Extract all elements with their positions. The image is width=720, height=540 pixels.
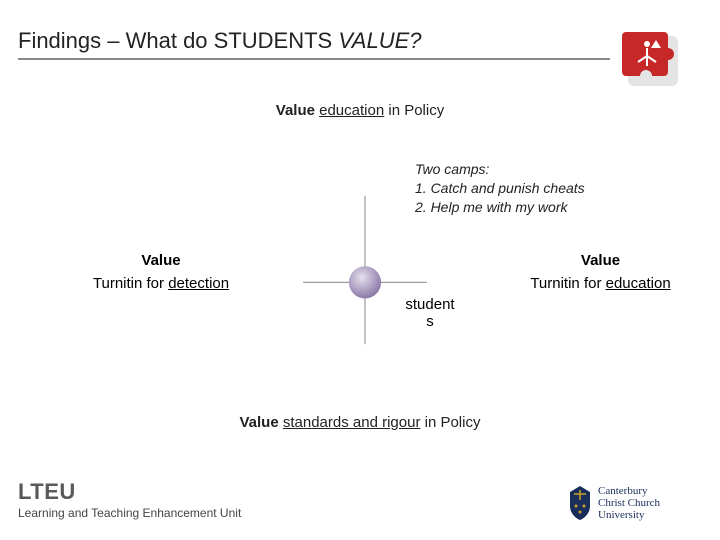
students-label: student s bbox=[400, 297, 460, 330]
left-axis-label: Value Turnitin for detection bbox=[66, 250, 256, 295]
right-text-a: Turnitin for bbox=[530, 275, 605, 292]
bottom-rest: in Policy bbox=[420, 414, 480, 431]
puzzle-icon bbox=[620, 26, 684, 90]
right-value: Value bbox=[498, 250, 703, 273]
puzzle-glyph-circle bbox=[644, 41, 650, 47]
uni-line2: Christ Church bbox=[598, 497, 661, 509]
left-turnitin: Turnitin for detection bbox=[66, 273, 256, 296]
bottom-bold: Value bbox=[240, 414, 283, 431]
center-circle bbox=[349, 266, 381, 298]
logo-dot1 bbox=[575, 505, 578, 508]
title-italic: VALUE? bbox=[338, 28, 421, 53]
students-a: student bbox=[405, 296, 454, 313]
uni-line1: Canterbury bbox=[598, 485, 648, 497]
page-title: Findings – What do STUDENTS VALUE? bbox=[18, 28, 422, 53]
top-bold: Value bbox=[276, 102, 319, 119]
right-text-b: education bbox=[606, 275, 671, 292]
title-bar: Findings – What do STUDENTS VALUE? bbox=[18, 28, 610, 60]
top-under: education bbox=[319, 102, 384, 119]
university-logo: Canterbury Christ Church University bbox=[562, 480, 702, 524]
left-text-a: Turnitin for bbox=[93, 275, 168, 292]
two-camps-line2: 1. Catch and punish cheats bbox=[415, 179, 585, 198]
title-prefix: Findings – What do STUDENTS bbox=[18, 28, 338, 53]
logo-dot2 bbox=[583, 505, 586, 508]
right-turnitin: Turnitin for education bbox=[498, 273, 703, 296]
two-camps-line3: 2. Help me with my work bbox=[415, 198, 585, 217]
students-b: s bbox=[426, 313, 434, 330]
right-axis-label: Value Turnitin for education bbox=[498, 250, 703, 295]
bottom-under: standards and rigour bbox=[283, 414, 421, 431]
footer: LTEU Learning and Teaching Enhancement U… bbox=[18, 479, 702, 520]
axis-top-label: Value education in Policy bbox=[0, 102, 720, 119]
uni-line3: University bbox=[598, 509, 645, 521]
left-value: Value bbox=[66, 250, 256, 273]
left-text-b: detection bbox=[168, 275, 229, 292]
top-rest: in Policy bbox=[384, 102, 444, 119]
slide: Findings – What do STUDENTS VALUE? Value… bbox=[0, 0, 720, 540]
quadrant-diagram bbox=[300, 150, 430, 390]
logo-dot3 bbox=[579, 511, 582, 514]
two-camps-line1: Two camps: bbox=[415, 160, 585, 179]
two-camps-text: Two camps: 1. Catch and punish cheats 2.… bbox=[415, 160, 585, 217]
axis-bottom-label: Value standards and rigour in Policy bbox=[0, 414, 720, 431]
